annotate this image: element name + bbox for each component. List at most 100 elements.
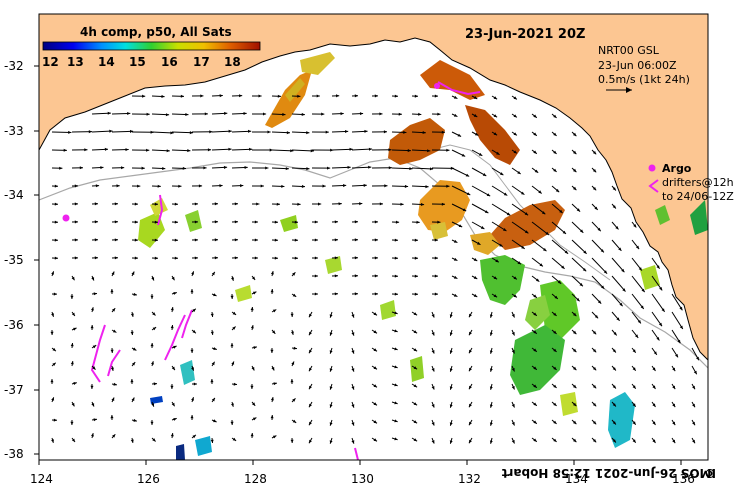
current-arrow-head [469,313,472,318]
current-arrow-head [203,166,207,170]
current-arrow-head [70,361,74,365]
current-arrow-head [553,150,557,154]
current-arrow-head [449,350,453,354]
current-arrow-head [493,294,498,298]
current-arrow-head [489,404,493,408]
current-arrow-head [449,422,453,426]
current-arrow-head [239,94,243,98]
current-arrow-head [309,439,312,444]
credit-text: IMOS 26-Jun-2021 12:58 Hobart [501,466,716,480]
colorbar-tick: 12 [42,55,59,69]
current-arrow-head [173,345,177,349]
drifter-track [157,194,164,226]
current-arrow-head [234,220,238,224]
current-arrow-head [640,305,644,309]
current-arrow-head [254,238,258,242]
current-arrow-head [314,238,318,242]
current-arrow-head [413,438,418,442]
current-arrow-head [446,148,450,152]
current-arrow-head [93,292,97,296]
current-arrow-head [692,421,695,426]
current-arrow-head [282,112,286,116]
argo-float-marker [62,214,70,222]
current-arrow-head [230,343,234,347]
current-arrow-head [414,256,418,260]
current-arrow-head [213,347,217,350]
current-time: 23-Jun 06:00Z [598,59,677,72]
current-arrow-head [258,94,262,98]
current-arrow-head [111,397,115,401]
current-arrow [671,293,683,311]
current-arrow-head [276,202,280,206]
current-arrow-head [277,94,281,98]
current-arrow-head [146,148,150,152]
sst-swaths [138,52,708,460]
current-arrow-head [394,94,398,98]
current-arrow-head [254,220,258,224]
current-arrow-head [274,256,278,260]
current-arrow-head [211,397,215,402]
x-tick-label: 134 [565,472,588,486]
current-arrow-head [74,238,78,242]
current-arrow-head [592,349,597,353]
current-arrow-head [110,349,114,353]
current-arrow-head [354,94,358,98]
current-arrow-head [603,270,608,274]
current-arrow-head [535,278,540,282]
colorbar-tick: 15 [129,55,146,69]
current-arrow-head [334,274,338,278]
current-arrow-head [214,256,218,260]
current-arrow-head [553,330,557,334]
current-arrow-head [469,331,472,336]
current-arrow-head [489,368,493,372]
current-arrow [531,221,550,236]
y-tick-label: -37 [4,383,24,397]
current-arrow-head [240,184,244,188]
current-arrow-head [213,419,217,423]
current-arrow-head [592,169,597,173]
current-arrow-head [329,314,333,318]
current-arrow-head [194,220,198,224]
current-arrow-head [533,366,537,370]
current-arrow-head [336,94,340,98]
current-arrow-head [458,224,463,227]
current-arrow-head [174,202,178,206]
current-arrow-head [597,227,601,232]
current-arrow-head [394,365,398,369]
current-arrow-head [107,111,111,115]
current-arrow-head [194,238,198,242]
current-arrow-head [533,294,537,298]
current-arrow-head [301,184,305,188]
y-tick-label: -38 [4,447,24,461]
y-tick-label: -35 [4,253,24,267]
current-arrow-head [151,277,155,281]
current-arrow-head [398,112,402,116]
current-arrow-head [553,132,557,136]
current-arrow-head [427,149,431,153]
current-arrow-head [383,130,387,134]
current-arrow [451,167,470,177]
current-arrow-head [250,307,254,311]
current-arrow-head [294,220,298,224]
current-arrow-head [71,276,75,281]
current-arrow-head [243,112,247,115]
argo-legend-label: Argo [662,162,692,175]
current-arrow-head [343,184,347,188]
current-arrow-head [214,238,218,242]
current-arrow-head [290,379,294,383]
current-arrow [611,257,625,273]
current-arrow [91,112,111,115]
current-arrow-head [395,220,400,224]
argo-legend-icon [648,164,656,172]
current-arrow-head [309,403,312,408]
current-arrow-head [141,166,145,170]
current-arrow [151,131,174,134]
current-arrow [291,149,314,152]
current-arrow-head [137,184,141,188]
current-arrow-head [374,292,378,296]
current-arrow-head [511,386,515,390]
current-arrow-head [592,331,597,335]
current-arrow-head [368,147,373,151]
current-arrow [211,148,232,151]
current-arrow-head [453,293,458,297]
